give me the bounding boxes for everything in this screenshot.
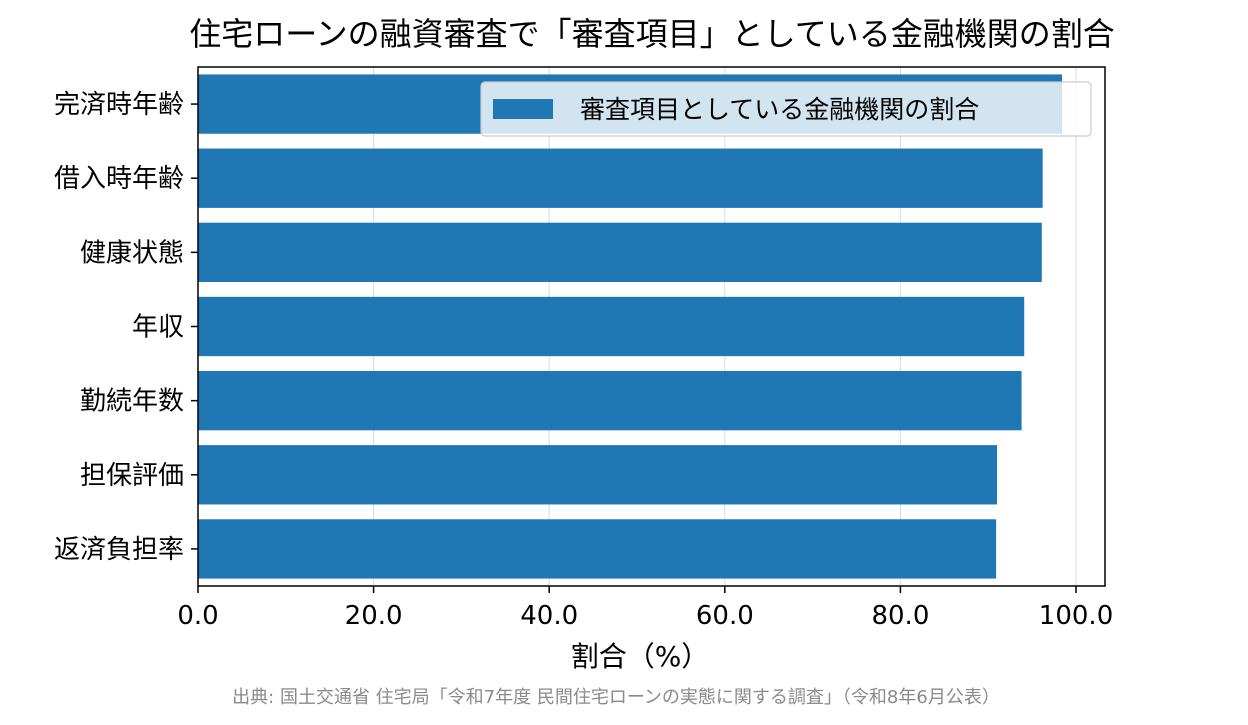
y-tick-label: 健康状態 xyxy=(80,238,184,268)
y-tick-label: 借入時年齢 xyxy=(54,164,184,194)
legend-box xyxy=(480,81,1092,137)
x-tick-label: 80.0 xyxy=(871,601,929,631)
legend-swatch xyxy=(493,99,553,119)
y-tick-label: 勤続年数 xyxy=(80,387,184,417)
y-tick-label: 年収 xyxy=(132,313,184,343)
x-tick-label: 60.0 xyxy=(696,601,754,631)
bar xyxy=(198,519,997,579)
y-tick-label: 担保評価 xyxy=(80,461,184,491)
legend: 審査項目としている金融機関の割合 xyxy=(480,81,1092,137)
source-note: 出典: 国土交通省 住宅局「令和7年度 民間住宅ローンの実態に関する調査」（令和… xyxy=(232,687,1000,708)
bar xyxy=(198,296,1025,357)
x-tick-label: 40.0 xyxy=(520,601,578,631)
x-tick-label: 100.0 xyxy=(1039,601,1113,631)
x-axis-label: 割合（%） xyxy=(571,640,710,673)
x-tick-label: 0.0 xyxy=(177,601,218,631)
y-tick-label: 完済時年齢 xyxy=(54,90,184,120)
bar xyxy=(198,370,1022,431)
bar xyxy=(198,222,1042,283)
chart-title: 住宅ローンの融資審査で「審査項目」としている金融機関の割合 xyxy=(189,15,1114,53)
x-axis-ticks: 0.0 20.0 40.0 60.0 80.0 100.0 xyxy=(177,586,1113,631)
y-tick-label: 返済負担率 xyxy=(54,535,184,565)
bars xyxy=(198,74,1062,579)
bar xyxy=(198,148,1043,208)
legend-label: 審査項目としている金融機関の割合 xyxy=(580,95,979,124)
x-tick-label: 20.0 xyxy=(345,601,403,631)
bar xyxy=(198,445,998,505)
